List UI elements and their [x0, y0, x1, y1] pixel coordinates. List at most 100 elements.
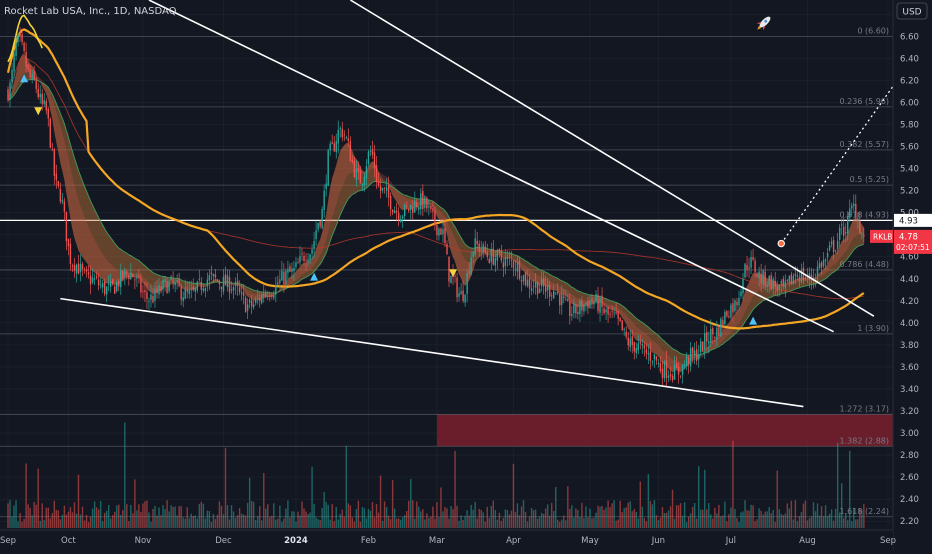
- candle-body: [647, 353, 650, 355]
- candle-body: [254, 299, 257, 303]
- volume-bar: [188, 518, 190, 528]
- candle-body: [800, 269, 803, 282]
- candle-body: [432, 208, 434, 212]
- price-axis-background[interactable]: [893, 0, 932, 550]
- candle-body: [49, 118, 51, 148]
- currency-button-label[interactable]: USD: [902, 8, 921, 18]
- volume-bar: [502, 517, 505, 528]
- time-axis-background[interactable]: [0, 530, 893, 550]
- candle-body: [132, 273, 134, 278]
- volume-bar: [120, 515, 122, 528]
- volume-bar: [512, 463, 515, 528]
- candle-body: [492, 248, 495, 265]
- candle-body: [283, 271, 285, 284]
- candle-body: [168, 280, 170, 292]
- volume-bar: [418, 506, 420, 528]
- volume-bar: [677, 505, 680, 528]
- volume-bar: [69, 507, 72, 528]
- candle-body: [738, 297, 740, 306]
- volume-bar: [695, 518, 698, 528]
- volume-bar: [311, 466, 313, 528]
- volume-bar: [718, 504, 720, 528]
- candle-body: [369, 151, 372, 153]
- volume-bar: [214, 518, 217, 528]
- candle-body: [438, 228, 440, 236]
- volume-bar: [442, 511, 444, 528]
- volume-bar: [299, 515, 301, 528]
- volume-bar: [355, 509, 358, 528]
- candle-body: [359, 170, 362, 184]
- volume-bar: [216, 514, 219, 528]
- volume-bar: [448, 518, 450, 528]
- volume-bar: [232, 511, 235, 528]
- candle-body: [766, 284, 768, 287]
- volume-bar: [665, 512, 668, 528]
- candle-body: [385, 187, 388, 191]
- candle-body: [397, 212, 400, 221]
- candle-body: [768, 275, 770, 286]
- candle-body: [122, 270, 124, 279]
- volume-bar: [271, 515, 273, 528]
- volume-bar: [567, 486, 569, 528]
- candle-body: [780, 281, 782, 284]
- volume-bar: [315, 517, 317, 528]
- candle-body: [486, 252, 488, 257]
- candle-body: [698, 354, 700, 360]
- volume-bar: [222, 514, 225, 528]
- candle-body: [154, 288, 156, 301]
- volume-bar: [234, 517, 237, 528]
- candle-body: [357, 168, 360, 172]
- volume-bar: [706, 509, 708, 528]
- candle-body: [798, 276, 801, 281]
- volume-bar: [603, 509, 605, 528]
- candle-body: [47, 108, 49, 119]
- volume-bar: [792, 519, 795, 528]
- candle-body: [551, 295, 553, 297]
- volume-bar: [436, 502, 438, 528]
- candle-body: [732, 303, 734, 313]
- volume-bar: [698, 466, 700, 528]
- currency-button-frame[interactable]: [896, 2, 928, 20]
- candle-body: [267, 295, 269, 297]
- volume-bar: [414, 518, 416, 528]
- candle-body: [333, 143, 335, 152]
- candle-body: [762, 270, 764, 284]
- price-tick-label: 4.00: [900, 319, 919, 329]
- candle-body: [679, 375, 682, 377]
- volume-bar: [647, 474, 650, 528]
- candle-body: [830, 241, 833, 245]
- projection-dotted-line: [780, 44, 923, 244]
- candle-body: [170, 276, 172, 280]
- volume-bar: [112, 515, 114, 528]
- candle-body: [734, 300, 736, 312]
- candle-body: [389, 195, 392, 210]
- currency-button[interactable]: USD: [896, 2, 928, 20]
- candle-body: [428, 206, 430, 208]
- candle-body: [224, 274, 227, 286]
- candle-body: [522, 274, 525, 282]
- candle-body: [685, 355, 688, 367]
- volume-bar: [363, 508, 366, 528]
- volume-bar: [410, 478, 412, 528]
- candle-body: [838, 227, 841, 240]
- volume-bar: [760, 510, 762, 528]
- candle-body: [607, 307, 609, 315]
- candle-body: [609, 313, 611, 315]
- candle-body: [597, 294, 599, 312]
- candle-body: [103, 281, 106, 294]
- candle-body: [436, 224, 438, 236]
- candle-body: [271, 295, 273, 297]
- volume-bar: [722, 515, 724, 528]
- trendline-layer[interactable]: [60, 0, 923, 408]
- time-axis[interactable]: Sep Oct Nov Dec 2024 Feb Mar Apr May Jun Jul Aug Sep: [0, 536, 896, 546]
- volume-bar: [845, 513, 847, 528]
- volume-bar: [494, 510, 497, 528]
- time-tick-label: 2024: [284, 536, 308, 546]
- candle-body: [120, 270, 122, 288]
- volume-bar: [63, 505, 66, 528]
- volume-bar: [754, 521, 756, 528]
- candle-body: [849, 208, 851, 217]
- volume-bar: [89, 516, 92, 528]
